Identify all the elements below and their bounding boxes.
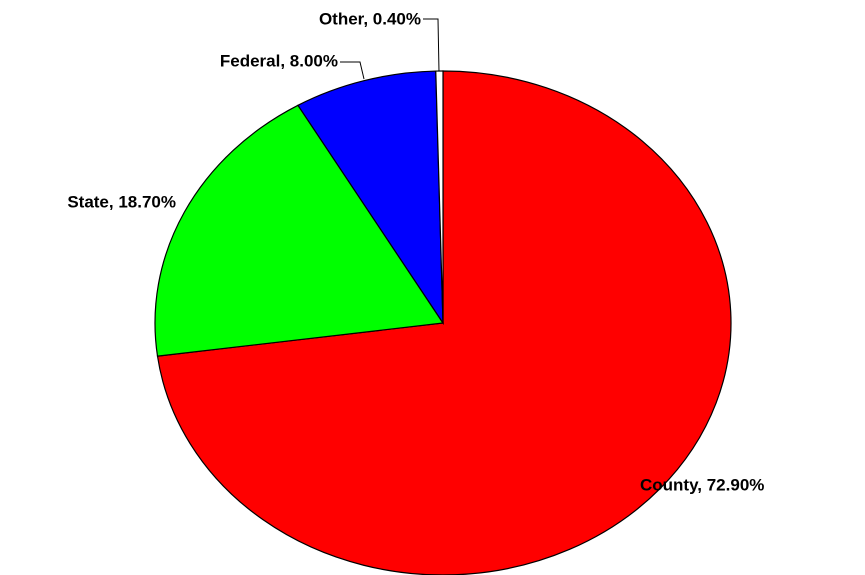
leader-line bbox=[423, 18, 440, 73]
data-label: County, 72.90% bbox=[640, 475, 764, 494]
pie-slice bbox=[154, 104, 445, 357]
data-label: Other, 0.40% bbox=[319, 9, 421, 28]
pie-slice bbox=[297, 70, 444, 326]
leader-line bbox=[340, 61, 365, 80]
pie-slice bbox=[156, 70, 732, 575]
data-label: State, 18.70% bbox=[67, 192, 176, 211]
data-label: Federal, 8.00% bbox=[220, 51, 338, 70]
pie-slice bbox=[435, 70, 444, 324]
